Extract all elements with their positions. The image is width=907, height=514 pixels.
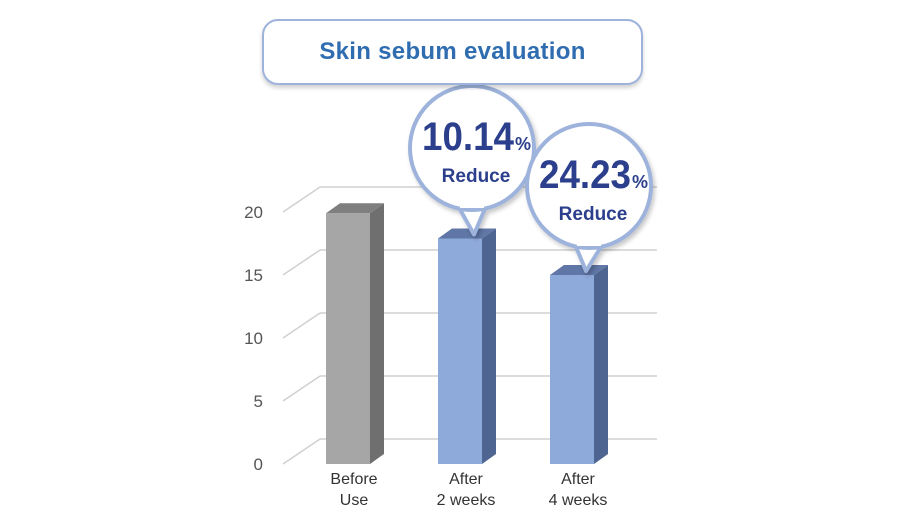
bar-front [326,213,370,464]
callout-label: Reduce [442,166,511,187]
bar-0 [326,203,384,464]
callout-text: 24.23 %Reduce [539,153,648,225]
callout-bubble [408,84,536,212]
callout-value: 10.14 [422,115,515,159]
bar-front [438,238,482,464]
gridline-floor-20 [282,186,321,213]
callout-seam [577,238,601,246]
callout-1 [525,122,653,273]
bar-2 [550,265,608,464]
bar-1 [438,228,496,464]
x-tick-label: After [561,471,595,488]
y-tick-label: 5 [254,392,263,411]
x-axis: Before Use After 2 weeks After 4 weeks [330,471,607,509]
callout-0 [408,84,536,237]
x-tick-label: Before [330,471,377,488]
x-tick-label: 2 weeks [437,492,496,509]
callout-text: 10.14 %Reduce [422,115,531,187]
chart-title-box: Skin sebum evaluation [262,19,643,85]
bar-side [594,265,608,464]
y-tick-label: 15 [244,266,263,285]
bar-top [438,228,496,239]
bar-side [370,203,384,464]
bar-front [550,275,594,464]
callout-unit: % [515,134,531,154]
y-tick-label: 20 [244,203,263,222]
x-tick-label: After [449,471,483,488]
callout-unit: % [632,172,648,192]
bars [326,203,608,464]
bar-side [482,228,496,464]
gridline-floor-15 [282,249,321,276]
y-axis: 0 5 10 15 20 [244,203,263,474]
callout-value: 24.23 [539,153,631,197]
gridline-floor-0 [282,438,321,465]
y-tick-label: 10 [244,329,263,348]
gridline-floor-10 [282,312,321,339]
callouts: 10.14 %Reduce 24.23 %Reduce [408,84,653,273]
callout-seam [460,200,484,208]
chart-title: Skin sebum evaluation [319,38,586,65]
bar-top [326,203,384,214]
y-tick-label: 0 [254,455,263,474]
x-tick-label: 4 weeks [549,492,608,509]
callout-bubble [525,122,653,250]
gridline-floor-5 [282,375,321,402]
bar-top [550,265,608,275]
callout-label: Reduce [559,204,628,225]
x-tick-label: Use [340,492,369,509]
